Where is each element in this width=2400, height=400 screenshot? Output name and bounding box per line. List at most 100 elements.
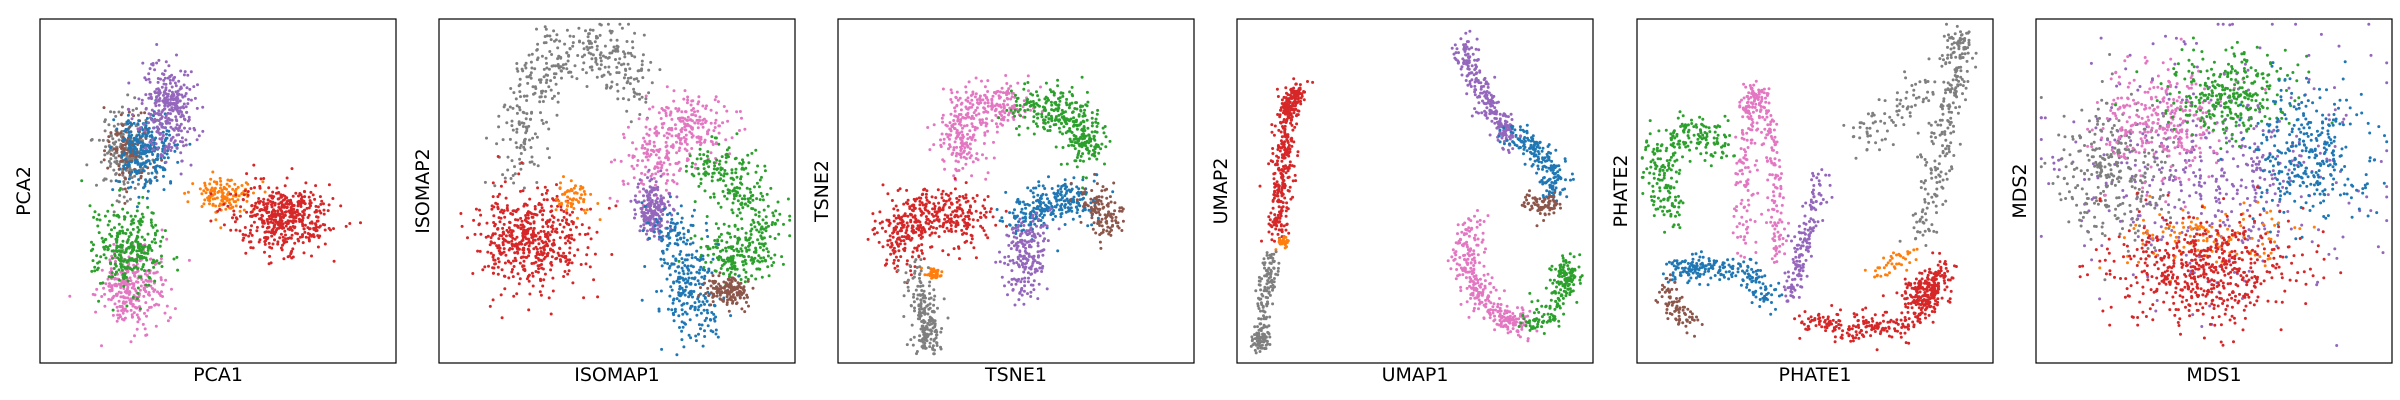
data-point xyxy=(687,276,691,280)
data-point xyxy=(644,94,648,98)
data-point xyxy=(552,250,556,254)
data-point xyxy=(118,194,122,197)
data-point xyxy=(704,292,708,295)
data-point xyxy=(1015,104,1019,107)
data-point xyxy=(665,277,669,281)
data-point xyxy=(112,267,116,270)
data-point xyxy=(535,135,539,139)
data-point xyxy=(556,100,560,104)
data-point xyxy=(217,204,221,208)
data-point xyxy=(612,45,616,49)
data-point xyxy=(522,228,526,232)
data-point xyxy=(139,174,143,178)
data-point xyxy=(514,218,517,222)
data-point xyxy=(493,184,497,188)
data-point xyxy=(273,219,277,223)
data-point xyxy=(542,198,546,202)
data-point xyxy=(752,221,756,224)
data-point xyxy=(684,164,688,168)
data-point xyxy=(493,241,496,245)
data-point xyxy=(127,134,131,138)
data-point xyxy=(140,157,144,161)
data-point xyxy=(629,76,633,80)
panel-tsne: TSNE1 TSNE2 xyxy=(811,18,1195,386)
data-point xyxy=(740,227,744,230)
data-point xyxy=(948,143,951,147)
data-point xyxy=(763,164,767,168)
data-point xyxy=(496,257,500,261)
data-point xyxy=(131,218,135,222)
data-point xyxy=(680,338,684,342)
data-point xyxy=(135,205,139,209)
data-point xyxy=(254,201,258,205)
data-point xyxy=(222,202,226,206)
data-point xyxy=(954,154,958,158)
data-point xyxy=(1094,120,1098,124)
data-point xyxy=(546,219,550,223)
data-point xyxy=(568,251,572,255)
data-point xyxy=(159,294,163,297)
data-point xyxy=(229,192,233,196)
data-point xyxy=(745,293,749,297)
data-point xyxy=(691,161,694,165)
data-point xyxy=(675,238,679,242)
data-point xyxy=(1056,78,1060,82)
data-point xyxy=(104,245,108,248)
data-point xyxy=(280,248,284,252)
data-point xyxy=(678,285,682,288)
data-point xyxy=(549,38,553,42)
data-point xyxy=(117,222,121,226)
data-point xyxy=(623,52,627,56)
data-point xyxy=(98,281,102,285)
data-point xyxy=(733,261,737,265)
data-point xyxy=(147,112,151,116)
data-point xyxy=(781,262,785,266)
data-point xyxy=(316,245,320,249)
data-point xyxy=(119,113,123,117)
data-point xyxy=(276,240,280,244)
data-point xyxy=(1025,98,1029,102)
data-point xyxy=(562,225,566,229)
data-point xyxy=(101,281,105,285)
data-point xyxy=(281,222,285,226)
data-point xyxy=(686,122,689,126)
data-point xyxy=(555,256,559,260)
data-point xyxy=(133,186,137,190)
data-point xyxy=(127,142,131,146)
data-point xyxy=(986,171,990,175)
data-point xyxy=(648,185,652,189)
data-point xyxy=(255,225,259,229)
data-point xyxy=(659,194,663,198)
data-point xyxy=(701,254,705,258)
data-point xyxy=(759,256,763,260)
data-point xyxy=(725,197,729,201)
data-point xyxy=(302,190,306,193)
data-point xyxy=(629,51,633,55)
data-point xyxy=(663,261,667,265)
data-point xyxy=(725,303,729,306)
data-point xyxy=(543,35,547,38)
data-point xyxy=(719,205,723,209)
data-point xyxy=(536,270,540,274)
data-point xyxy=(664,181,668,185)
data-point xyxy=(604,86,608,90)
data-point xyxy=(589,207,592,211)
data-point xyxy=(660,264,664,268)
data-point xyxy=(151,153,155,156)
data-point xyxy=(273,203,277,207)
data-point xyxy=(155,259,159,263)
data-point xyxy=(1047,112,1051,115)
data-point xyxy=(108,271,112,274)
data-point xyxy=(677,169,681,173)
data-point xyxy=(603,44,607,48)
data-point xyxy=(121,159,125,162)
data-point xyxy=(295,210,299,214)
data-point xyxy=(168,75,172,79)
isomap-frame xyxy=(438,18,796,364)
data-point xyxy=(270,234,274,238)
data-point xyxy=(281,215,285,219)
data-point xyxy=(640,146,644,150)
data-point xyxy=(169,125,173,129)
data-point xyxy=(955,145,959,149)
data-point xyxy=(571,41,575,45)
